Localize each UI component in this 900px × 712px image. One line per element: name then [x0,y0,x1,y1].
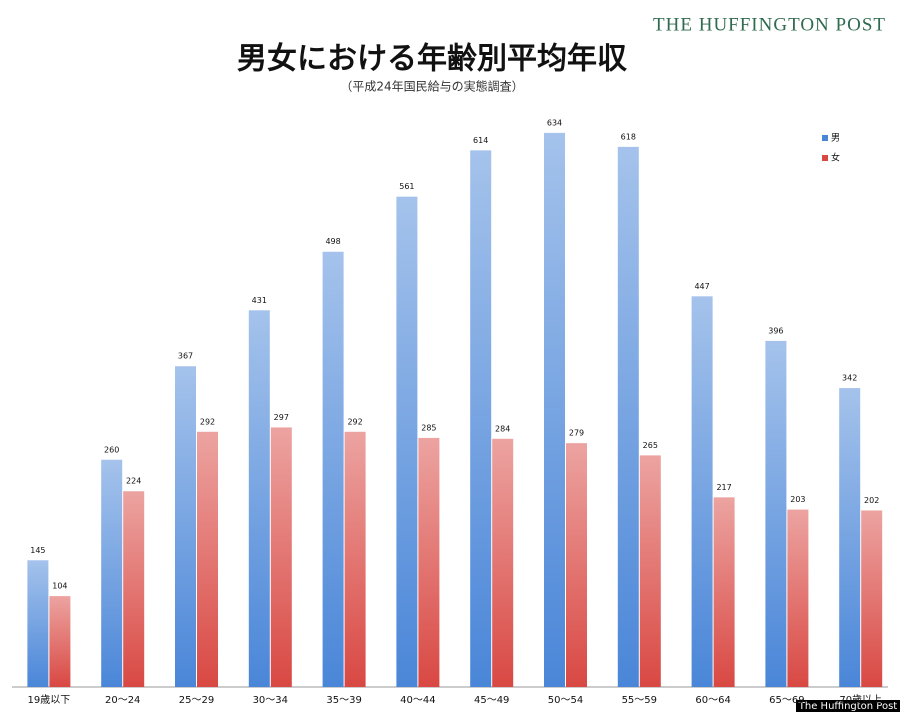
x-tick-label: 55〜59 [622,695,657,706]
bar [691,296,713,687]
bar [617,146,639,688]
bar [270,427,292,687]
data-label: 203 [790,495,805,504]
bar [197,431,218,687]
bar [787,509,809,687]
x-tick-label: 45〜49 [474,695,509,706]
x-tick-label: 70歳以上 [839,694,882,706]
x-tick-label: 65〜69 [769,695,804,706]
data-label: 614 [473,136,488,145]
legend-swatch [822,155,828,161]
data-label: 342 [842,374,857,383]
bar [396,196,418,687]
data-label: 292 [347,417,362,426]
bar [27,560,49,687]
x-tick-label: 25〜29 [179,695,214,706]
bar [861,510,883,687]
data-label: 285 [421,423,436,432]
bar [322,251,344,688]
data-label: 145 [30,546,45,555]
data-label: 447 [694,282,709,291]
bar [713,497,735,687]
x-tick-label: 40〜44 [400,695,435,706]
data-label: 634 [547,118,562,127]
legend-swatch [822,135,828,141]
chart-subtitle: （平成24年国民給与の実態調査） [340,79,523,94]
x-tick-label: 20〜24 [105,695,140,706]
bar [123,491,145,687]
footer: The Huffington Post [798,701,898,712]
data-label: 297 [274,413,289,422]
x-tick-label: 19歳以下 [28,694,71,706]
data-label: 284 [495,424,510,433]
bar [492,438,514,687]
data-label: 224 [126,477,141,486]
bar [765,340,787,687]
brand: THE HUFFINGTON POST [653,14,886,35]
data-label: 265 [643,441,658,450]
data-label: 217 [716,483,731,492]
bar [839,388,861,687]
legend-label: 男 [831,133,840,144]
bar [101,459,123,687]
data-label: 396 [768,326,783,335]
data-label: 202 [864,496,879,505]
data-label: 279 [569,429,584,438]
bar [344,431,366,687]
legend-label: 女 [831,152,840,164]
bar [544,132,565,687]
data-label: 367 [178,352,193,361]
data-label: 431 [252,296,267,305]
x-tick-label: 50〜54 [548,695,583,706]
x-tick-label: 60〜64 [695,695,730,706]
bar [418,437,440,687]
bar [566,443,587,687]
bar [248,310,270,687]
bar [49,596,71,687]
x-tick-label: 35〜39 [326,695,361,706]
data-label: 498 [325,237,340,246]
x-tick-label: 30〜34 [253,695,288,706]
data-label: 561 [399,182,414,191]
chart-title: 男女における年齢別平均年収 [237,42,628,77]
bar [639,455,661,687]
data-label: 104 [52,582,67,591]
bar [470,150,492,687]
footer-box [796,700,900,712]
data-label: 260 [104,445,119,454]
data-label: 292 [200,417,215,426]
data-label: 618 [621,132,636,141]
bar [175,366,196,687]
